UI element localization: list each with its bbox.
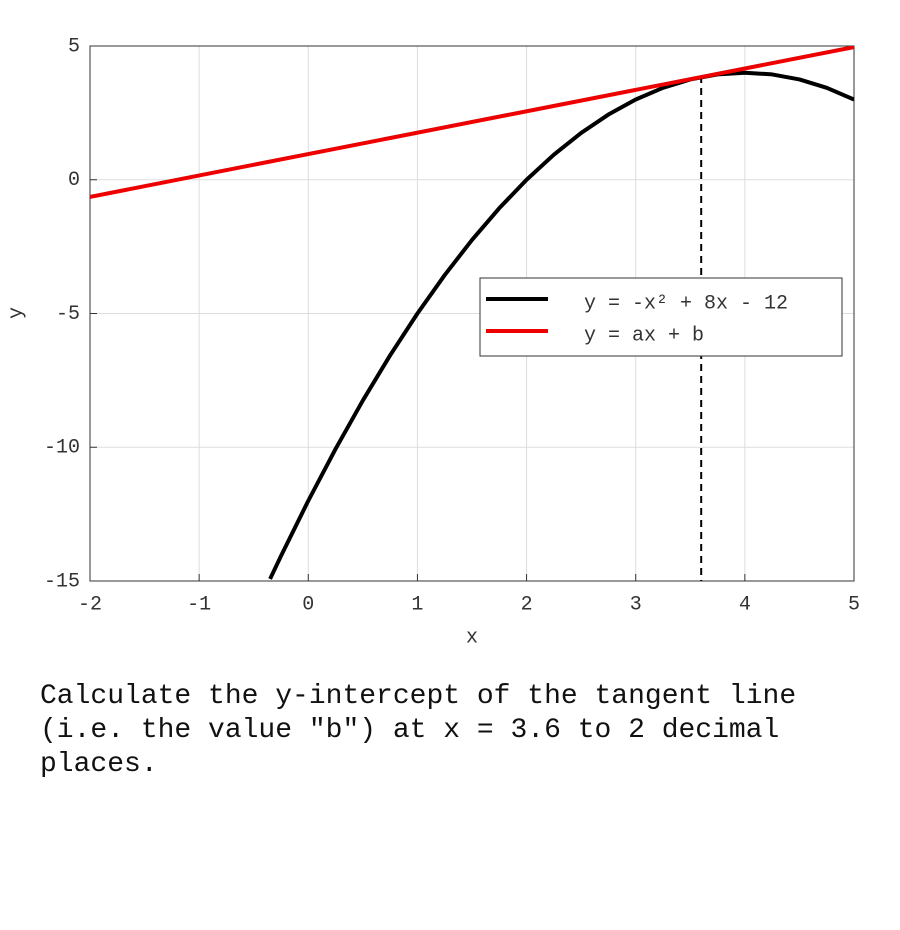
x-tick-label: 1 [411,593,423,616]
series-line [268,70,854,580]
legend-box [479,277,843,357]
legend-label: y = ax + b [584,324,704,347]
y-tick-label: 0 [68,169,80,192]
x-tick-label: 0 [302,593,314,616]
x-tick-label: 3 [630,593,642,616]
y-tick-label: 5 [68,35,80,58]
x-axis-label: x [466,626,478,649]
legend-label: y = -x² + 8x - 12 [584,292,788,315]
x-tick-label: -2 [78,593,102,616]
plot-frame [89,45,855,582]
y-tick-label: -15 [44,570,80,593]
x-tick-label: -1 [187,593,211,616]
y-tick-label: -10 [44,437,80,460]
question-text: Calculate the y-intercept of the tangent… [40,681,797,780]
x-tick-label: 5 [848,593,860,616]
series-line [90,46,854,199]
y-axis-label: y [5,307,28,319]
x-tick-label: 2 [521,593,533,616]
y-tick-label: -5 [56,303,80,326]
x-tick-label: 4 [739,593,751,616]
